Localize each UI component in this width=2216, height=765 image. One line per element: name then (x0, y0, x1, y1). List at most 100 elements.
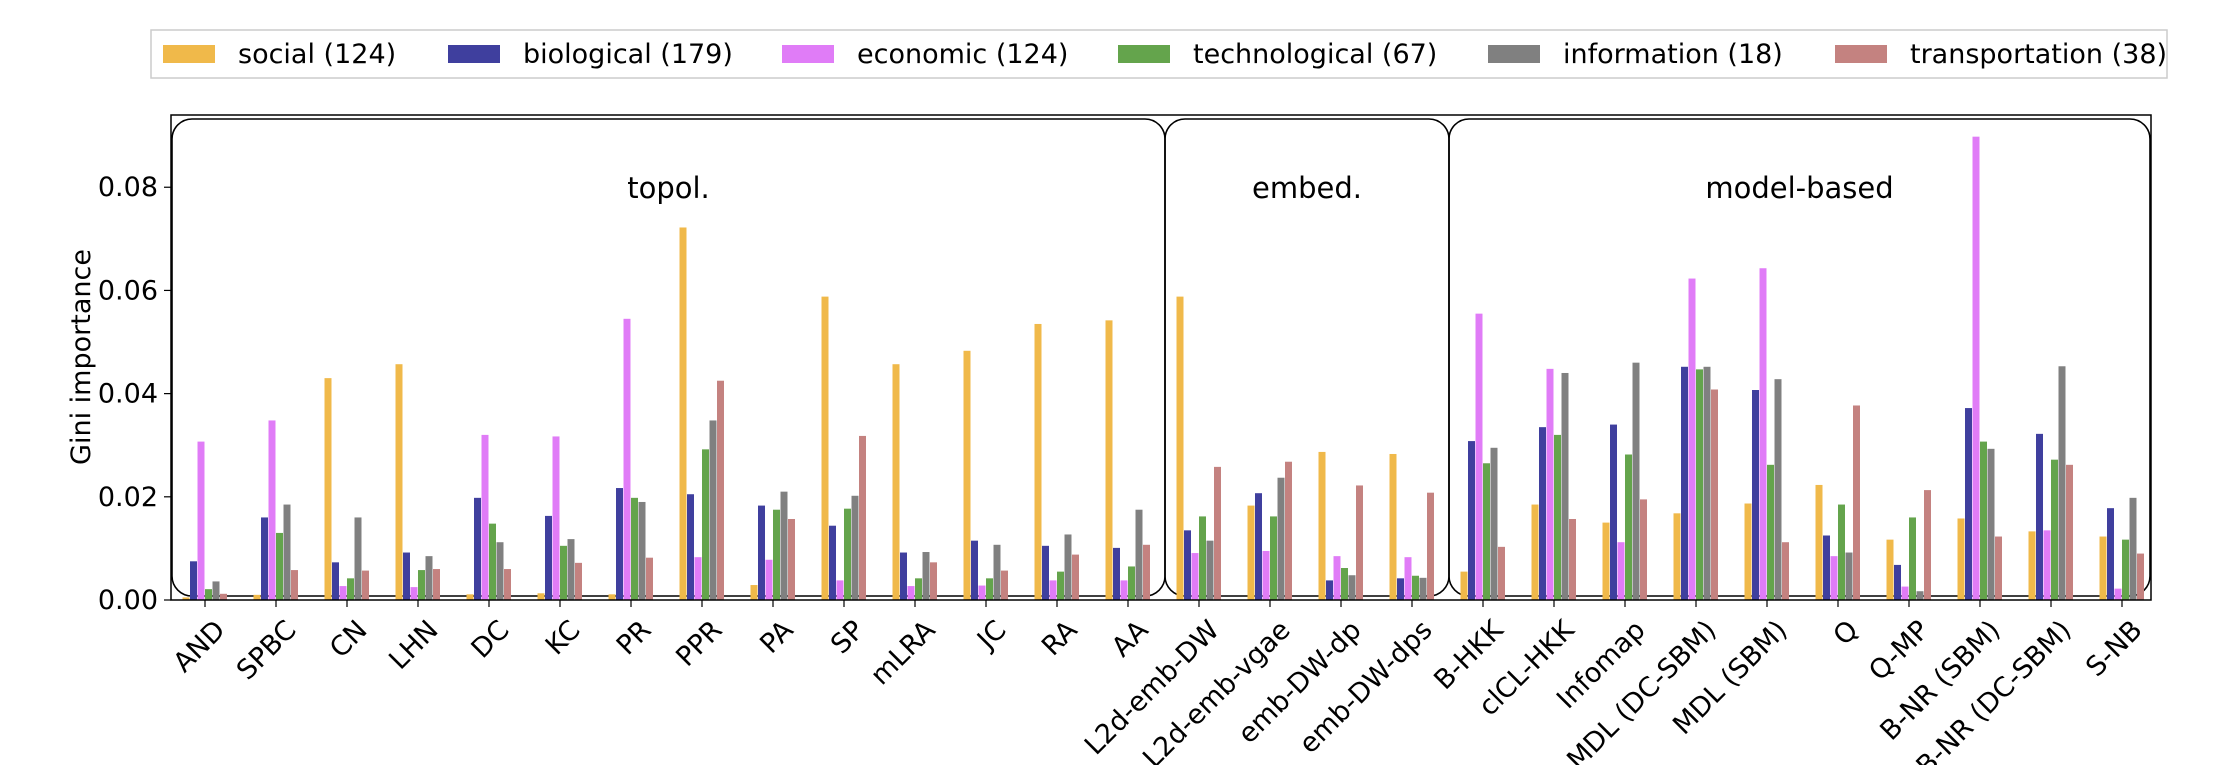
bar-pa-technological-67 (773, 509, 780, 600)
bar-clcl-hkk-economic-124 (1546, 368, 1554, 600)
bar-infomap-information-18 (1632, 362, 1640, 600)
bar-s-nb-biological-179 (2107, 508, 2114, 600)
bar-mlra-information-18 (922, 552, 930, 600)
x-tick-label-s-nb: S-NB (2080, 615, 2148, 683)
bar-b-nr-dc-sbm-transportation-38 (2066, 464, 2073, 600)
legend-label-economic-124: economic (124) (857, 39, 1068, 70)
bar-spbc-social-124 (253, 594, 261, 600)
bar-ra-social-124 (1034, 323, 1042, 600)
bar-dc-information-18 (496, 542, 504, 600)
bar-sp-technological-67 (844, 508, 851, 600)
bar-b-nr-dc-sbm-biological-179 (2036, 433, 2043, 600)
bar-and-economic-124 (197, 441, 205, 600)
bar-b-hkk-biological-179 (1468, 441, 1475, 600)
bar-spbc-transportation-38 (291, 570, 298, 600)
bar-aa-transportation-38 (1143, 544, 1150, 600)
bar-lhn-technological-67 (418, 570, 425, 600)
bar-mdl-sbm-information-18 (1774, 379, 1782, 600)
bar-b-nr-sbm-economic-124 (1972, 136, 1980, 600)
x-tick-label-cn: CN (324, 615, 374, 665)
bar-lhn-economic-124 (410, 587, 418, 600)
bar-kc-social-124 (537, 593, 545, 600)
y-axis-label: Gini importance (66, 249, 97, 465)
bar-ppr-transportation-38 (717, 380, 724, 600)
y-axis: 0.00 0.02 0.04 0.06 0.08 (98, 172, 171, 616)
bar-emb-dw-dps-economic-124 (1404, 557, 1412, 600)
bar-q-mp-biological-179 (1894, 564, 1901, 600)
bar-pa-biological-179 (758, 505, 765, 600)
bar-q-social-124 (1815, 484, 1823, 600)
bar-kc-information-18 (567, 539, 575, 600)
x-tick-label-dc: DC (466, 615, 516, 665)
bar-l2d-emb-dw-economic-124 (1191, 553, 1199, 600)
bar-clcl-hkk-technological-67 (1554, 434, 1561, 600)
bar-and-biological-179 (190, 561, 197, 600)
x-tick-label-and: AND (168, 615, 232, 679)
bar-q-mp-technological-67 (1909, 517, 1916, 600)
bar-q-economic-124 (1830, 556, 1838, 600)
bar-pr-biological-179 (616, 488, 623, 600)
bar-and-social-124 (182, 597, 190, 600)
bar-infomap-biological-179 (1610, 424, 1617, 600)
bar-lhn-information-18 (425, 556, 433, 600)
bar-jc-economic-124 (978, 585, 986, 600)
bar-cn-economic-124 (339, 586, 347, 600)
bar-jc-transportation-38 (1001, 570, 1008, 600)
bar-mdl-dc-sbm-technological-67 (1696, 369, 1703, 600)
bar-q-mp-social-124 (1886, 539, 1894, 600)
bar-b-nr-dc-sbm-social-124 (2028, 531, 2036, 600)
bar-ppr-economic-124 (694, 557, 702, 600)
bar-aa-information-18 (1135, 509, 1143, 600)
bar-emb-dw-dp-biological-179 (1326, 580, 1333, 600)
plot-frame (170, 114, 2152, 601)
legend-label-technological-67: technological (67) (1193, 39, 1437, 70)
bar-emb-dw-dps-biological-179 (1397, 578, 1404, 600)
bar-ra-technological-67 (1057, 571, 1064, 600)
bar-infomap-economic-124 (1617, 542, 1625, 600)
x-tick-label-pr: PR (611, 615, 658, 662)
bar-infomap-transportation-38 (1640, 499, 1647, 600)
bar-mdl-sbm-biological-179 (1752, 390, 1759, 600)
y-tick-label: 0.04 (98, 379, 158, 410)
bar-spbc-economic-124 (268, 420, 276, 600)
bar-aa-biological-179 (1113, 547, 1120, 600)
legend-label-biological-179: biological (179) (523, 39, 733, 70)
bar-s-nb-technological-67 (2122, 539, 2129, 600)
bar-b-nr-dc-sbm-information-18 (2058, 366, 2066, 600)
bar-ra-economic-124 (1049, 580, 1057, 600)
bar-clcl-hkk-information-18 (1561, 372, 1569, 600)
bar-kc-transportation-38 (575, 562, 582, 600)
bar-l2d-emb-vgae-biological-179 (1255, 493, 1262, 600)
bar-jc-information-18 (993, 544, 1001, 600)
legend-label-social-124: social (124) (238, 39, 396, 70)
bar-jc-technological-67 (986, 578, 993, 600)
bar-ppr-social-124 (679, 227, 687, 600)
bar-s-nb-economic-124 (2114, 588, 2122, 600)
bar-ppr-biological-179 (687, 494, 694, 600)
bar-lhn-biological-179 (403, 552, 410, 600)
bar-l2d-emb-dw-transportation-38 (1214, 466, 1221, 600)
bar-sp-economic-124 (836, 580, 844, 600)
bar-jc-social-124 (963, 350, 971, 600)
x-tick-label-emb-dw-dp: emb-DW-dp (1232, 615, 1367, 750)
bar-pa-social-124 (750, 585, 758, 600)
bar-mdl-sbm-social-124 (1744, 503, 1752, 600)
bar-q-biological-179 (1823, 535, 1830, 600)
bar-mdl-dc-sbm-biological-179 (1681, 366, 1688, 600)
bar-emb-dw-dp-transportation-38 (1356, 485, 1363, 600)
bar-cn-transportation-38 (362, 570, 369, 600)
legend-swatch-social-124 (163, 45, 215, 63)
bar-cn-technological-67 (347, 578, 354, 600)
bar-and-information-18 (212, 581, 220, 600)
bar-l2d-emb-vgae-social-124 (1247, 505, 1255, 600)
bar-l2d-emb-dw-technological-67 (1199, 516, 1206, 600)
bar-dc-economic-124 (481, 434, 489, 600)
bar-sp-biological-179 (829, 525, 836, 600)
bar-q-mp-information-18 (1916, 591, 1924, 600)
bar-emb-dw-dps-social-124 (1389, 453, 1397, 600)
group-label-embed: embed. (1252, 171, 1362, 205)
bar-and-technological-67 (205, 589, 212, 600)
bar-cn-information-18 (354, 517, 362, 600)
bar-s-nb-information-18 (2129, 497, 2137, 600)
